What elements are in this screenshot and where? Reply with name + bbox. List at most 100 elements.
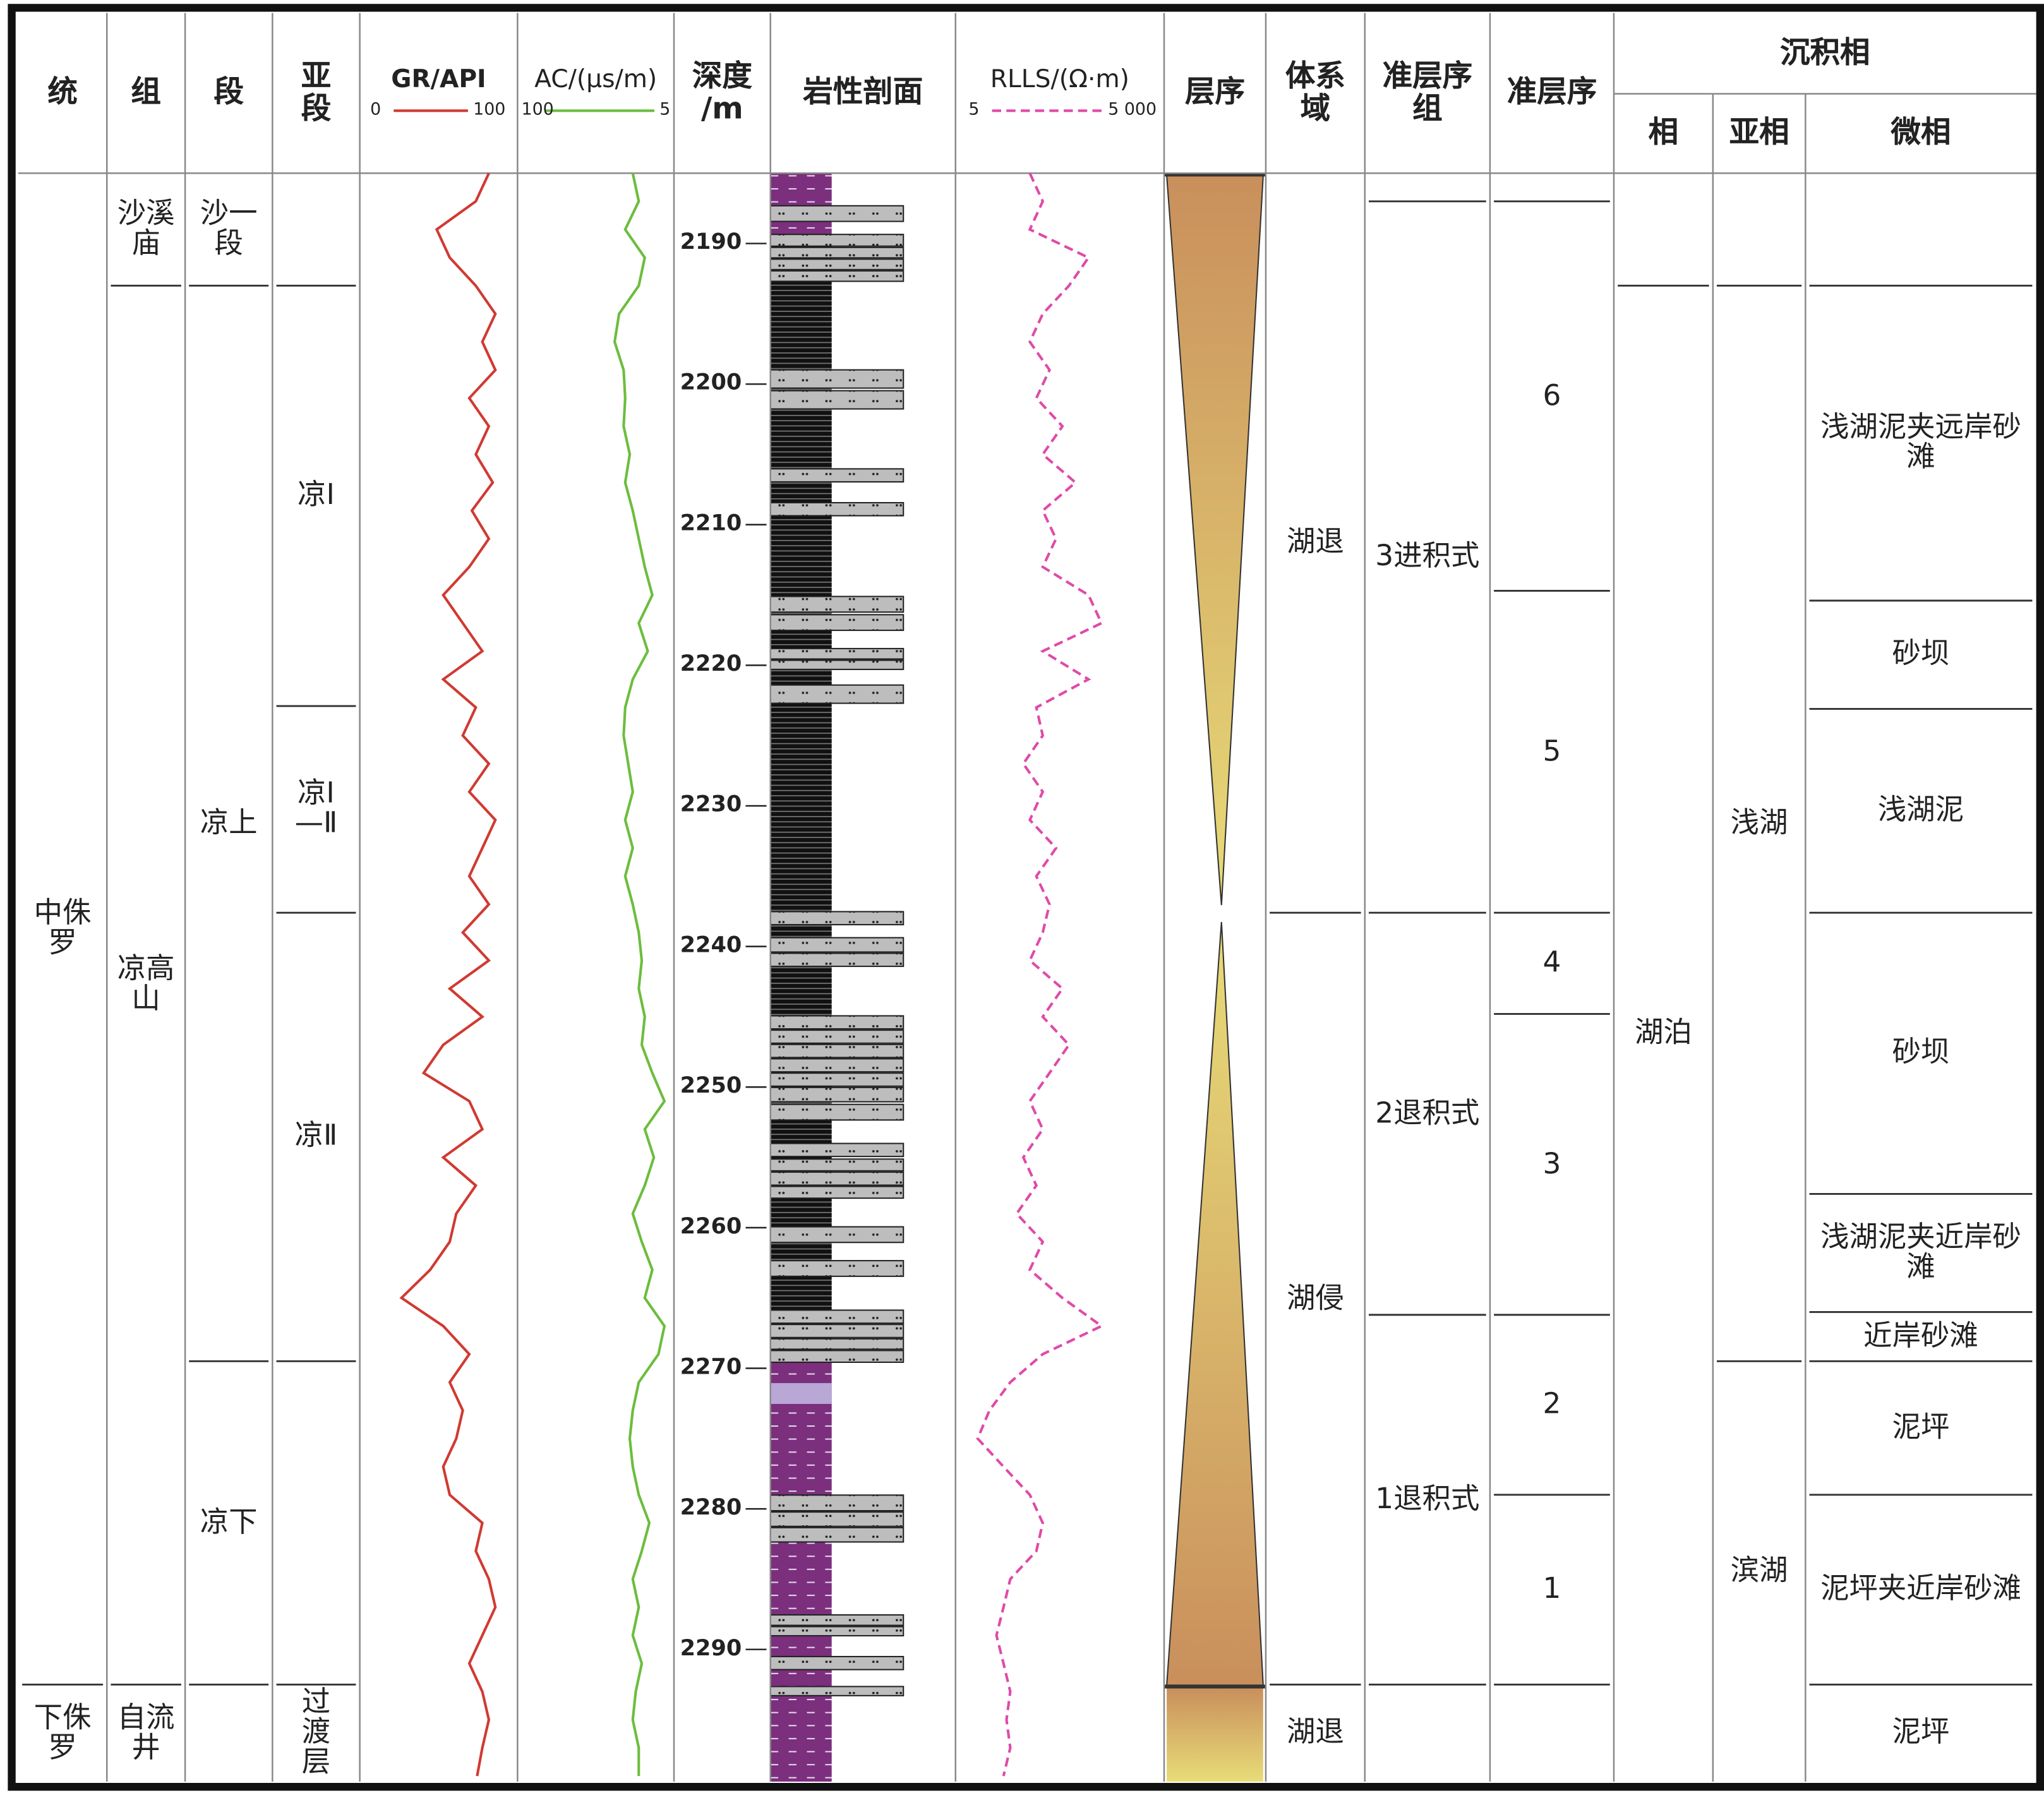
sand-bed [769, 501, 905, 517]
sand-bed [769, 1226, 905, 1244]
depth-label: 2250 [680, 1072, 742, 1099]
depth-label: 2240 [680, 932, 742, 959]
column-header: 亚 段 [301, 60, 332, 126]
log-curve [976, 172, 1104, 1777]
interval-label: 自流 井 [117, 1701, 175, 1765]
interval-label: 3 [1542, 1148, 1561, 1181]
interval-label: 湖退 [1286, 526, 1344, 560]
interval-label: 中侏 罗 [33, 897, 92, 961]
interval-label: 沙一 段 [200, 198, 258, 261]
column-header: 相 [1648, 116, 1679, 151]
sand-bed [769, 1103, 905, 1121]
interval-label: 2退积式 [1375, 1097, 1480, 1130]
sand-bed [769, 258, 905, 270]
sand-bed [769, 952, 905, 968]
interval-label: 凉高 山 [117, 954, 175, 1017]
legend-min: 100 [521, 100, 554, 120]
sand-bed [769, 1158, 905, 1172]
sand-bed [769, 1171, 905, 1186]
frame [8, 4, 2044, 1791]
sand-bed [769, 647, 905, 660]
interval-label: 浅湖泥夹远岸砂 滩 [1820, 411, 2021, 475]
depth-label: 2230 [680, 791, 742, 818]
interval-label: 泥坪夹近岸砂滩 [1820, 1573, 2021, 1606]
column-header: 准层序 [1506, 76, 1597, 111]
regressive-block [1167, 1688, 1263, 1782]
depth-label: 2190 [680, 229, 742, 256]
sand-bed [769, 614, 905, 632]
siltstone [770, 1382, 832, 1404]
sand-bed [769, 390, 905, 410]
column-header: 岩性剖面 [803, 76, 923, 111]
interval-label: 近岸砂滩 [1863, 1320, 1978, 1353]
column-header: 段 [213, 76, 244, 111]
interval-label: 滨湖 [1730, 1555, 1788, 1588]
sand-bed [769, 1142, 905, 1158]
interval-label: 2 [1542, 1388, 1561, 1421]
legend-title: AC/(μs/m) [534, 65, 658, 94]
sand-bed [769, 684, 905, 704]
interval-label: 凉下 [200, 1506, 258, 1539]
interval-label: 浅湖 [1730, 807, 1788, 840]
column-header: 微相 [1891, 116, 1951, 151]
sand-bed [769, 911, 905, 926]
interval-label: 1退积式 [1375, 1483, 1480, 1516]
sand-bed [769, 1260, 905, 1277]
interval-label: 1 [1542, 1573, 1561, 1606]
legend-max: 5 [659, 100, 671, 120]
interval-label: 5 [1542, 735, 1561, 768]
legend-title: RLLS/(Ω·m) [990, 65, 1129, 94]
interval-label: 浅湖泥 [1877, 794, 1964, 827]
sand-bed [769, 205, 905, 222]
sand-beds [769, 205, 905, 1696]
sand-bed [769, 270, 905, 282]
legend-title: GR/API [391, 65, 486, 94]
sand-bed [769, 1086, 905, 1103]
transgressive-triangle [1165, 921, 1264, 1686]
sand-bed [769, 1029, 905, 1044]
column-header: 层序 [1184, 76, 1245, 111]
interval-label: 湖侵 [1286, 1282, 1344, 1315]
log-curve [613, 172, 666, 1777]
interval-label: 砂坝 [1892, 1036, 1950, 1070]
interval-label: 湖退 [1286, 1717, 1344, 1749]
sand-bed [769, 1185, 905, 1199]
mudstone [770, 1362, 832, 1782]
depth-label: 2260 [680, 1213, 742, 1240]
column-header: 组 [131, 76, 161, 111]
interval-label: 4 [1542, 947, 1561, 980]
sand-bed [769, 369, 905, 389]
sand-bed [769, 1526, 905, 1543]
sand-bed [769, 234, 905, 247]
column-header: 体系 域 [1285, 60, 1345, 126]
sand-bed [769, 937, 905, 953]
legend-min: 5 [968, 100, 980, 120]
sand-bed [769, 468, 905, 483]
sand-bed [769, 1072, 905, 1087]
interval-label: 泥坪 [1892, 1412, 1950, 1444]
sand-bed [769, 1626, 905, 1637]
sand-bed [769, 659, 905, 670]
sand-bed [769, 1043, 905, 1058]
interval-label: 沙溪 庙 [117, 198, 175, 261]
interval-label: 3进积式 [1375, 541, 1480, 573]
interval-label: 下侏 罗 [33, 1701, 92, 1765]
legend-min: 0 [370, 100, 382, 120]
depth-label: 2210 [680, 510, 742, 537]
column-header: 深度 /m [692, 60, 752, 126]
column-header: 准层序 组 [1382, 60, 1473, 126]
depth-label: 2290 [680, 1634, 742, 1662]
sand-bed [769, 1350, 905, 1363]
sand-bed [769, 246, 905, 259]
interval-label: 凉Ⅰ —Ⅱ [294, 777, 338, 841]
sand-bed [769, 1309, 905, 1324]
column-header: 统 [47, 76, 78, 111]
interval-label: 砂坝 [1892, 638, 1950, 671]
interval-label: 凉Ⅰ [298, 479, 335, 512]
depth-label: 2200 [680, 369, 742, 396]
sand-bed [769, 1338, 905, 1350]
sand-bed [769, 1058, 905, 1073]
sand-bed [769, 1511, 905, 1527]
